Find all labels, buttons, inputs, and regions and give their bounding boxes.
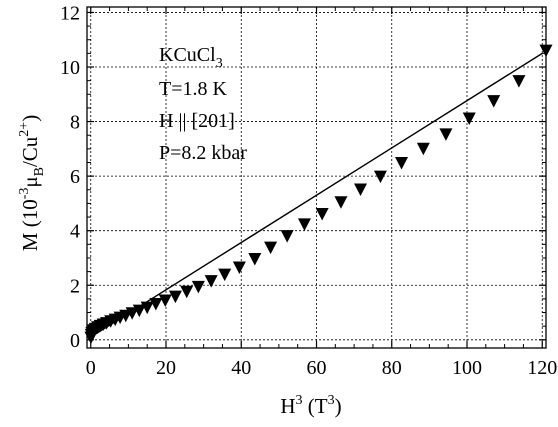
data-point [149, 298, 163, 311]
data-point [140, 301, 154, 315]
data-point [168, 290, 182, 304]
data-point [218, 268, 232, 282]
data-point [462, 112, 476, 126]
x-tick-label: 60 [307, 357, 327, 379]
x-tick-label: 120 [527, 357, 557, 379]
y-tick-label: 10 [60, 57, 80, 79]
data-point [512, 75, 526, 88]
data-points [84, 44, 553, 345]
annotation-temperature: T=1.8 K [159, 78, 227, 100]
data-point [232, 261, 246, 274]
y-tick-label: 6 [70, 166, 80, 188]
data-point [315, 208, 329, 221]
x-axis-label: H3 (T3) [280, 393, 341, 418]
compound-main: KCuCl [159, 44, 216, 66]
data-point [487, 95, 501, 108]
data-point [132, 304, 146, 318]
data-point [264, 241, 278, 255]
data-point [248, 253, 262, 266]
data-point [191, 280, 205, 294]
annotation-compound: KCuCl3 [159, 44, 223, 71]
y-tick-label: 12 [60, 2, 80, 24]
data-point [125, 307, 139, 320]
x-tick-label: 40 [231, 357, 251, 379]
x-tick-label: 20 [156, 357, 176, 379]
y-tick-label: 4 [70, 221, 80, 243]
y-axis-label: M (10-3μB/Cu2+) [17, 115, 47, 251]
fit-line [90, 52, 543, 338]
y-tick-label: 0 [70, 330, 80, 352]
grid [87, 7, 546, 348]
data-point [416, 142, 430, 156]
data-point [334, 196, 348, 209]
data-point [280, 230, 294, 243]
axis-ticks: 0 20 40 60 80 100 120 0 2 4 6 8 10 12 [60, 2, 557, 379]
annotation-field-direction: H || [201] [159, 110, 235, 132]
annotation-pressure: P=8.2 kbar [159, 142, 247, 164]
data-point [158, 294, 172, 307]
data-point [204, 275, 218, 288]
y-tick-label: 8 [70, 112, 80, 134]
data-point [180, 285, 194, 299]
data-point [354, 183, 368, 196]
x-tick-label: 80 [382, 357, 402, 379]
data-point [395, 156, 409, 170]
data-point [439, 128, 453, 141]
data-point [297, 218, 311, 231]
x-tick-label: 100 [452, 357, 482, 379]
compound-sub: 3 [216, 56, 223, 71]
y-tick-label: 2 [70, 275, 80, 297]
annotation-box: KCuCl3 T=1.8 K H || [201] P=8.2 kbar [159, 44, 247, 164]
data-point [373, 170, 387, 184]
fit-line-group [90, 52, 543, 338]
x-tick-label: 0 [86, 357, 96, 379]
